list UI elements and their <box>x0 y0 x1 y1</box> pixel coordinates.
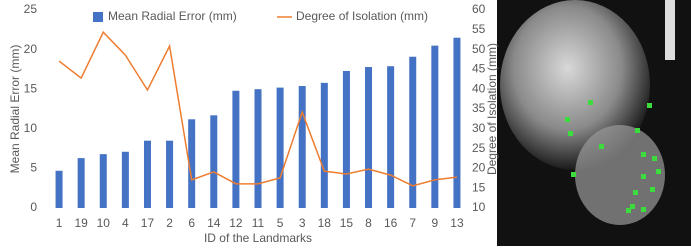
x-tick-label: 3 <box>299 216 306 230</box>
x-tick-label: 11 <box>252 216 265 230</box>
bar <box>144 141 151 208</box>
bar <box>56 171 63 208</box>
x-tick-label: 12 <box>229 216 243 230</box>
bar <box>210 115 217 208</box>
x-tick-label: 15 <box>340 216 354 230</box>
y2-tick-label: 35 <box>472 101 486 115</box>
y-tick-label: 0 <box>30 200 37 214</box>
bar <box>78 158 85 208</box>
x-tick-label: 8 <box>365 216 372 230</box>
chart: Mean Radial Error (mm) Degree of Isolati… <box>0 0 691 246</box>
y2-tick-label: 10 <box>472 200 486 214</box>
y2-tick-label: 40 <box>472 81 486 95</box>
y2-tick-label: 50 <box>472 42 486 56</box>
x-tick-label: 10 <box>97 216 111 230</box>
y2-tick-label: 25 <box>472 141 486 155</box>
y-tick-label: 15 <box>24 81 38 95</box>
x-tick-label: 19 <box>74 216 88 230</box>
y-tick-label: 20 <box>24 42 38 56</box>
legend-swatch <box>93 12 103 22</box>
bar <box>277 88 284 208</box>
y2-tick-label: 55 <box>472 22 486 36</box>
bar <box>453 38 460 208</box>
x-axis-title: ID of the Landmarks <box>204 231 312 245</box>
legend-label: Degree of Isolation (mm) <box>296 9 428 23</box>
bar <box>343 71 350 208</box>
bar <box>431 46 438 208</box>
y2-tick-label: 30 <box>472 121 486 135</box>
legend-label: Mean Radial Error (mm) <box>108 9 237 23</box>
y2-axis-title: Degree of Isolation (mm) <box>485 43 499 175</box>
y2-tick-label: 20 <box>472 161 486 175</box>
x-tick-label: 13 <box>450 216 464 230</box>
y2-tick-label: 45 <box>472 62 486 76</box>
x-tick-label: 16 <box>384 216 398 230</box>
y-tick-label: 5 <box>30 161 37 175</box>
bar <box>299 86 306 208</box>
bar <box>166 141 173 208</box>
bar <box>100 154 107 208</box>
x-tick-label: 14 <box>207 216 221 230</box>
bar <box>365 67 372 208</box>
bar <box>232 91 239 208</box>
y2-tick-label: 60 <box>472 2 486 16</box>
y2-tick-label: 15 <box>472 180 486 194</box>
bar <box>321 83 328 208</box>
x-tick-label: 4 <box>122 216 129 230</box>
x-tick-label: 17 <box>141 216 155 230</box>
bar <box>122 152 129 208</box>
x-tick-label: 5 <box>277 216 284 230</box>
y-tick-label: 25 <box>24 2 38 16</box>
xray-image <box>497 0 691 246</box>
x-tick-label: 9 <box>431 216 438 230</box>
bar <box>387 66 394 208</box>
x-tick-label: 1 <box>56 216 63 230</box>
bar <box>255 89 262 208</box>
y-tick-label: 10 <box>24 121 38 135</box>
x-tick-label: 7 <box>409 216 416 230</box>
x-tick-label: 6 <box>188 216 195 230</box>
x-tick-label: 18 <box>318 216 332 230</box>
x-tick-label: 2 <box>166 216 173 230</box>
y-axis-title: Mean Radial Error (mm) <box>8 45 22 174</box>
